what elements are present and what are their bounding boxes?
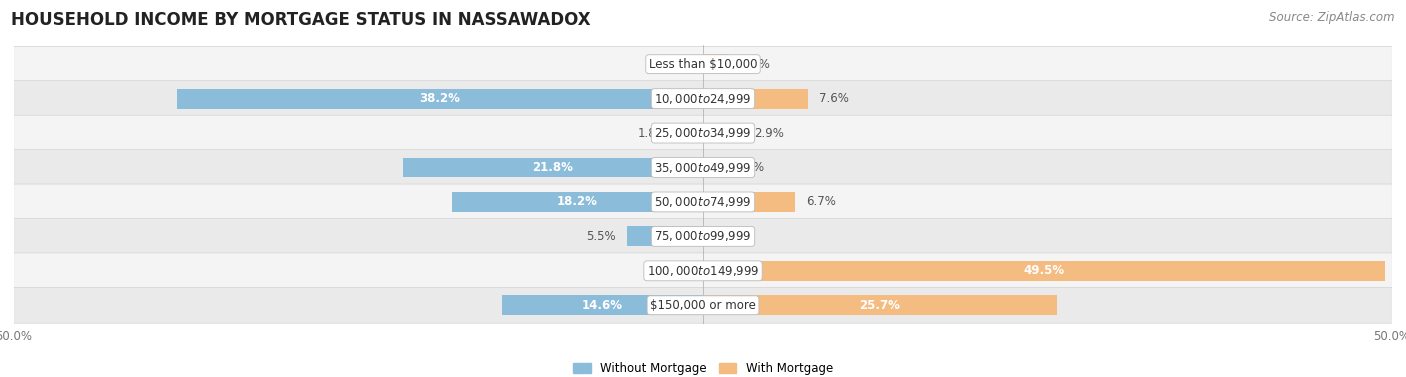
Text: 2.9%: 2.9%: [754, 127, 785, 139]
Text: 49.5%: 49.5%: [1024, 264, 1064, 277]
Text: $35,000 to $49,999: $35,000 to $49,999: [654, 161, 752, 175]
FancyBboxPatch shape: [14, 184, 1392, 220]
Text: Source: ZipAtlas.com: Source: ZipAtlas.com: [1270, 11, 1395, 24]
Text: $75,000 to $99,999: $75,000 to $99,999: [654, 229, 752, 244]
Bar: [402, 158, 703, 178]
Bar: [703, 261, 1385, 281]
Text: $50,000 to $74,999: $50,000 to $74,999: [654, 195, 752, 209]
Text: 0.0%: 0.0%: [652, 264, 682, 277]
Bar: [703, 295, 1057, 315]
FancyBboxPatch shape: [14, 219, 1392, 254]
Bar: [453, 192, 703, 212]
Bar: [703, 158, 716, 178]
FancyBboxPatch shape: [14, 287, 1392, 323]
Text: 5.5%: 5.5%: [586, 230, 616, 243]
Bar: [703, 123, 742, 143]
Text: 0.0%: 0.0%: [724, 230, 754, 243]
Text: $100,000 to $149,999: $100,000 to $149,999: [647, 264, 759, 278]
Text: $10,000 to $24,999: $10,000 to $24,999: [654, 92, 752, 106]
FancyBboxPatch shape: [14, 46, 1392, 82]
Bar: [703, 89, 807, 109]
Text: 1.8%: 1.8%: [637, 127, 668, 139]
Bar: [703, 192, 796, 212]
Bar: [627, 227, 703, 247]
Text: 0.95%: 0.95%: [727, 161, 765, 174]
Text: 21.8%: 21.8%: [533, 161, 574, 174]
Legend: Without Mortgage, With Mortgage: Without Mortgage, With Mortgage: [568, 357, 838, 377]
Text: $25,000 to $34,999: $25,000 to $34,999: [654, 126, 752, 140]
Text: 7.6%: 7.6%: [818, 92, 849, 105]
Text: 18.2%: 18.2%: [557, 195, 598, 208]
Text: HOUSEHOLD INCOME BY MORTGAGE STATUS IN NASSAWADOX: HOUSEHOLD INCOME BY MORTGAGE STATUS IN N…: [11, 11, 591, 29]
Text: $150,000 or more: $150,000 or more: [650, 299, 756, 312]
FancyBboxPatch shape: [14, 115, 1392, 151]
Text: 0.0%: 0.0%: [652, 58, 682, 70]
Text: 1.9%: 1.9%: [740, 58, 770, 70]
Text: Less than $10,000: Less than $10,000: [648, 58, 758, 70]
FancyBboxPatch shape: [14, 253, 1392, 289]
Text: 6.7%: 6.7%: [807, 195, 837, 208]
Bar: [502, 295, 703, 315]
Text: 25.7%: 25.7%: [859, 299, 900, 312]
FancyBboxPatch shape: [14, 150, 1392, 185]
Text: 14.6%: 14.6%: [582, 299, 623, 312]
Bar: [703, 54, 730, 74]
Bar: [678, 123, 703, 143]
Bar: [177, 89, 703, 109]
Text: 38.2%: 38.2%: [419, 92, 460, 105]
FancyBboxPatch shape: [14, 81, 1392, 116]
